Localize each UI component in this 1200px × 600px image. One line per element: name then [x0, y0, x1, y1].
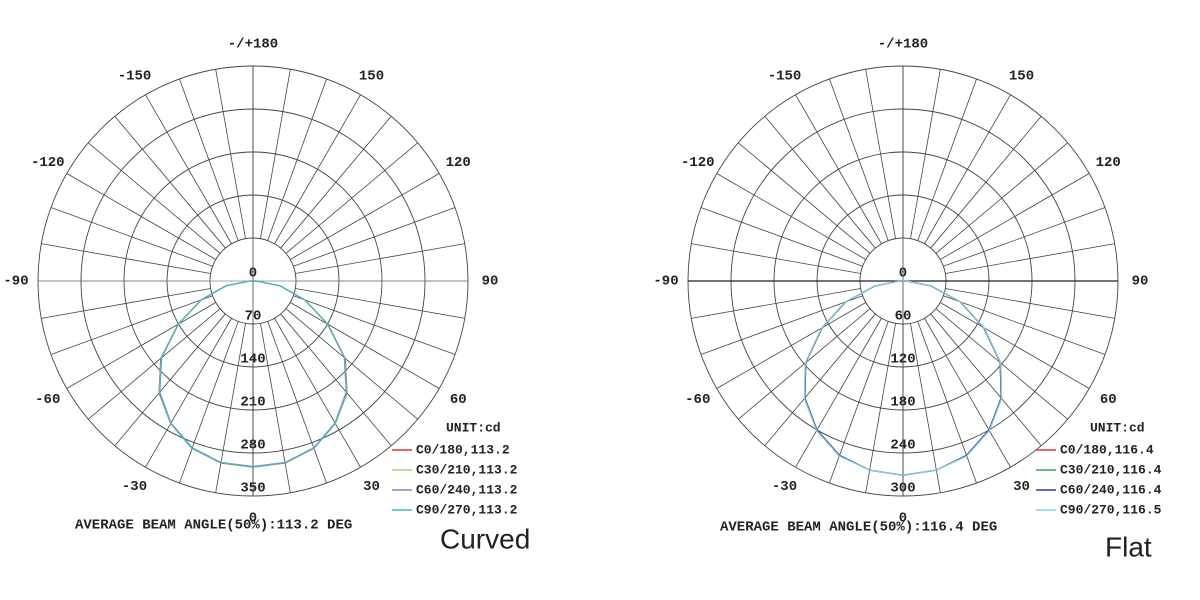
angle-tick-label: 120: [1096, 155, 1121, 171]
legend-label: C30/210,113.2: [416, 462, 518, 477]
angle-tick-label: -60: [35, 392, 60, 408]
legend-label: C90/270,113.2: [416, 502, 518, 517]
legend-label: C60/240,116.4: [1060, 482, 1162, 497]
angle-tick-label: -/+180: [228, 37, 278, 53]
legend-label: C90/270,116.5: [1060, 502, 1162, 517]
beam-angle-note: AVERAGE BEAM ANGLE(50%):113.2 DEG: [75, 518, 352, 534]
angle-tick-label: -/+180: [878, 37, 928, 53]
intensity-curve: [803, 280, 1003, 476]
chart-caption: Curved: [440, 523, 530, 554]
angle-tick-label: 60: [1100, 392, 1117, 408]
angle-tick-label: 0: [249, 511, 257, 527]
angle-tick-label: 150: [359, 68, 384, 84]
angle-tick-label: -150: [118, 68, 152, 84]
angle-tick-label: -30: [772, 479, 797, 495]
beam-angle-note: AVERAGE BEAM ANGLE(50%):116.4 DEG: [720, 520, 997, 536]
angle-tick-label: 0: [899, 511, 907, 527]
angle-tick-label: -90: [3, 274, 28, 290]
unit-label: UNIT:cd: [446, 420, 501, 435]
unit-label: UNIT:cd: [1090, 420, 1145, 435]
intensity-curve: [158, 280, 348, 468]
angle-tick-label: 150: [1009, 68, 1034, 84]
angle-tick-label: 90: [482, 274, 499, 290]
legend-label: C0/180,116.4: [1060, 442, 1154, 457]
angle-tick-label: -150: [768, 68, 802, 84]
angle-tick-label: 60: [450, 392, 467, 408]
angle-tick-label: 90: [1132, 274, 1149, 290]
angle-tick-label: -60: [685, 392, 710, 408]
angle-tick-label: -90: [653, 274, 678, 290]
angle-tick-label: -120: [681, 155, 715, 171]
legend-label: C60/240,113.2: [416, 482, 518, 497]
chart-caption: Flat: [1105, 531, 1152, 562]
angle-tick-label: 30: [363, 479, 380, 495]
angle-tick-label: 120: [446, 155, 471, 171]
angle-tick-label: -120: [31, 155, 65, 171]
legend-label: C0/180,113.2: [416, 442, 510, 457]
angle-tick-label: 30: [1013, 479, 1030, 495]
angle-tick-label: -30: [122, 479, 147, 495]
legend-label: C30/210,116.4: [1060, 462, 1162, 477]
